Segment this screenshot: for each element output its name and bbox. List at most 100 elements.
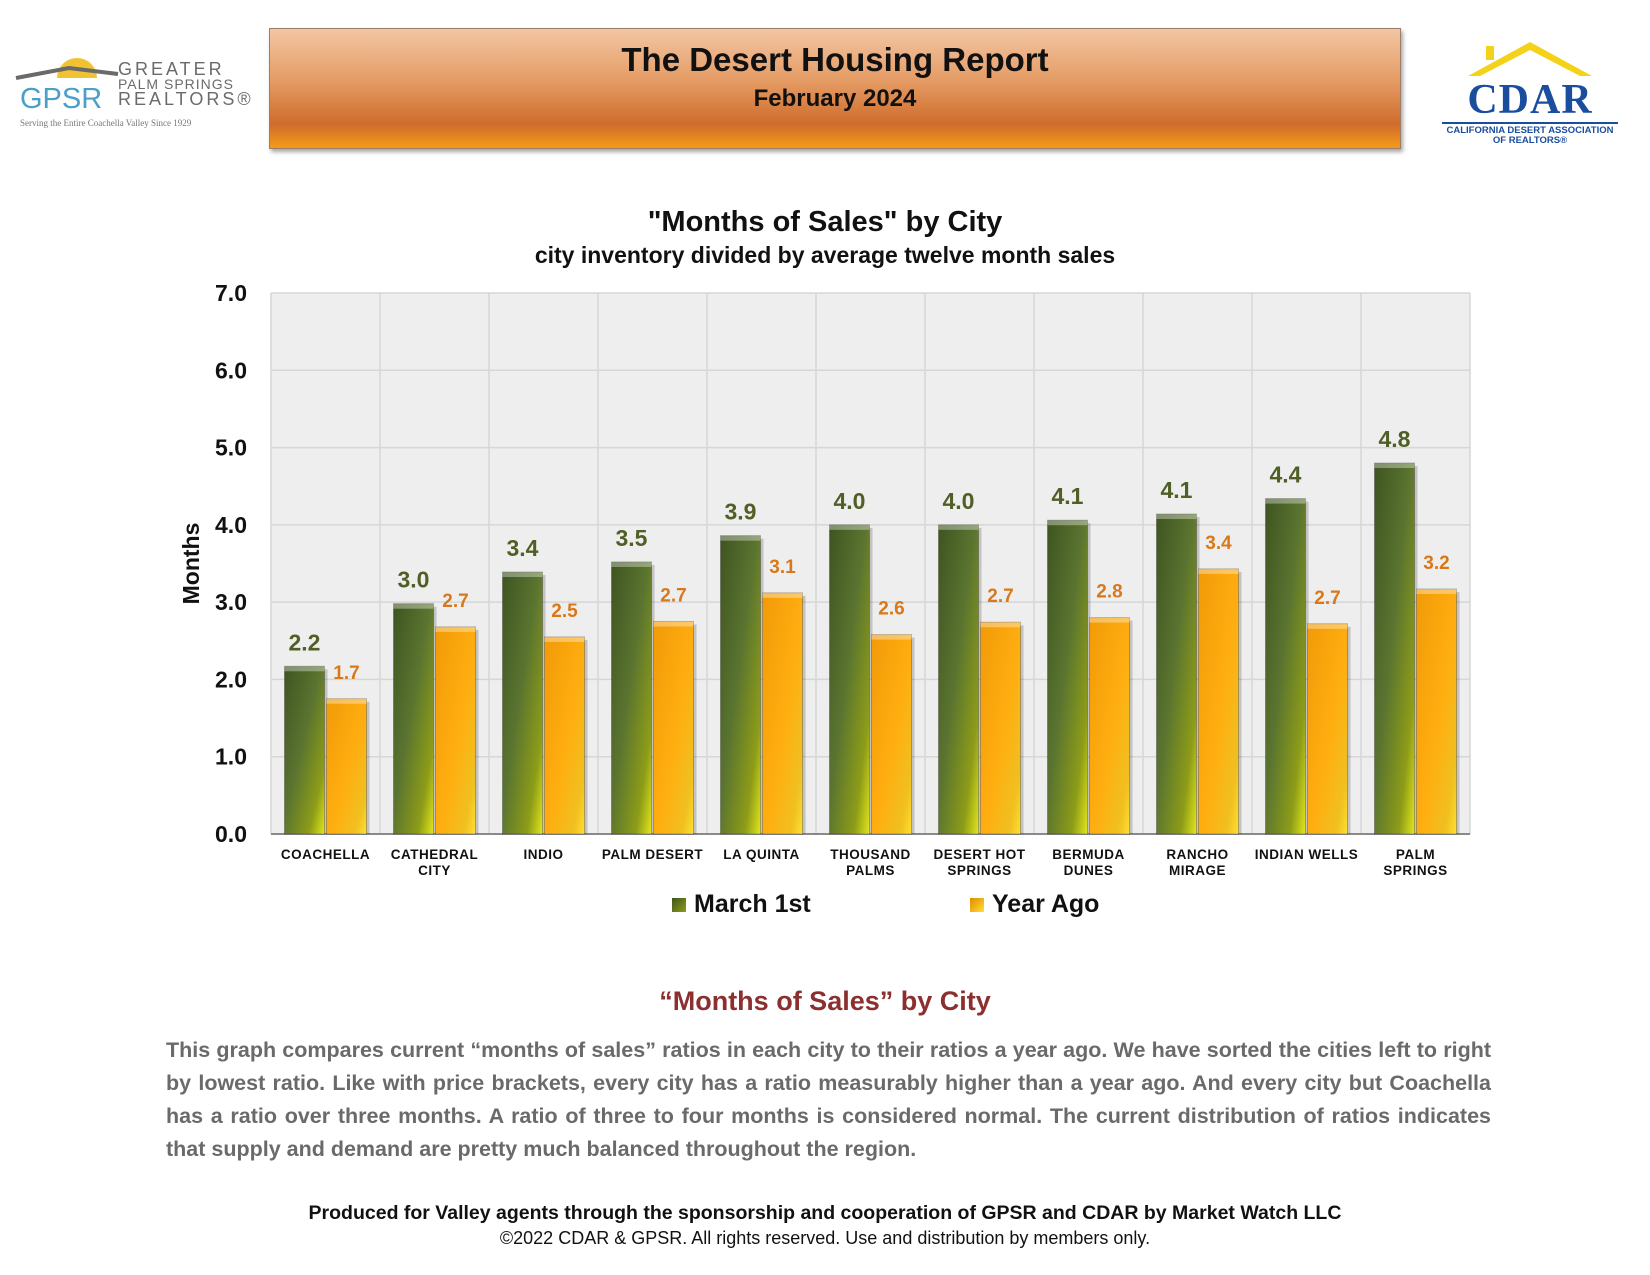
x-tick-label: INDIO (523, 847, 563, 862)
cdar-line-2: OF REALTORS® (1492, 135, 1568, 146)
cdar-subtitle: CALIFORNIA DESERT ASSOCIATION OF REALTOR… (1430, 122, 1630, 146)
y-tick-label: 7.0 (215, 280, 247, 306)
y-tick-label: 5.0 (215, 435, 247, 461)
x-tick-label: RANCHO (1166, 847, 1228, 862)
x-tick-label: PALM (1396, 847, 1435, 862)
data-label-year-ago: 3.4 (1205, 533, 1232, 554)
data-label-year-ago: 2.5 (551, 601, 578, 622)
data-label-year-ago: 2.8 (1096, 582, 1122, 603)
x-tick-label: CATHEDRAL (391, 847, 479, 862)
data-label-year-ago: 2.7 (660, 585, 686, 606)
x-tick-label: SPRINGS (1383, 863, 1447, 878)
data-label-march-1st: 4.0 (943, 488, 975, 514)
bar-top-highlight (762, 592, 803, 598)
report-banner: The Desert Housing Report February 2024 (269, 28, 1401, 149)
data-label-year-ago: 3.1 (769, 557, 796, 578)
data-label-march-1st: 4.8 (1379, 426, 1411, 452)
bar-year-ago (1307, 623, 1348, 835)
bar-top-highlight (980, 622, 1021, 628)
y-tick-label: 1.0 (215, 744, 247, 770)
description-title: “Months of Sales” by City (659, 986, 991, 1016)
gpsr-word-palm-springs: PALM SPRINGS (118, 76, 234, 92)
bar-year-ago (1089, 617, 1130, 835)
bar-top-highlight (502, 572, 543, 578)
bar-top-highlight (611, 561, 652, 567)
data-label-year-ago: 2.7 (987, 586, 1013, 607)
data-label-year-ago: 3.2 (1423, 553, 1449, 574)
data-label-march-1st: 4.4 (1270, 462, 1302, 488)
cdar-letters: CDAR (1467, 77, 1593, 123)
bar-top-highlight (1416, 589, 1457, 595)
bar-top-highlight (653, 621, 694, 627)
bar-march-1st (1374, 462, 1415, 835)
cdar-logo: CDAR CALIFORNIA DESERT ASSOCIATION OF RE… (1430, 40, 1630, 146)
bar-top-highlight (1198, 568, 1239, 574)
bar-top-highlight (1089, 617, 1130, 623)
y-tick-label: 3.0 (215, 589, 247, 615)
bar-top-highlight (1047, 520, 1088, 526)
x-tick-label: SPRINGS (947, 863, 1011, 878)
bar-top-highlight (720, 535, 761, 541)
bar-march-1st (938, 524, 979, 835)
x-tick-label: DUNES (1064, 863, 1114, 878)
bar-top-highlight (544, 636, 585, 642)
x-tick-label: BERMUDA (1052, 847, 1125, 862)
data-label-year-ago: 2.6 (878, 599, 904, 620)
gpsr-sun-roof-icon (14, 58, 124, 108)
x-tick-label: PALM DESERT (602, 847, 704, 862)
data-label-march-1st: 4.0 (834, 488, 866, 514)
x-tick-label: THOUSAND (830, 847, 911, 862)
bar-top-highlight (938, 524, 979, 530)
data-label-march-1st: 3.9 (725, 499, 757, 525)
x-tick-label: CITY (418, 863, 451, 878)
data-label-march-1st: 4.1 (1052, 483, 1084, 509)
bar-march-1st (1265, 498, 1306, 835)
bar-march-1st (1156, 513, 1197, 835)
data-label-march-1st: 3.0 (398, 567, 430, 593)
bar-top-highlight (435, 626, 476, 632)
bar-year-ago (653, 620, 694, 835)
months-of-sales-chart: 0.0 1.0 2.0 3.0 4.0 5.0 6.0 7.0 Months 2.2 1.7 COAC… (178, 280, 1471, 878)
bar-top-highlight (1307, 623, 1348, 629)
chart-legend: March 1st Year Ago (660, 890, 1120, 924)
gpsr-words: GREATER PALM SPRINGS REALTORS® (118, 59, 254, 109)
cdar-divider (1442, 122, 1618, 124)
x-tick-label: DESERT HOT (933, 847, 1025, 862)
bar-year-ago (435, 626, 476, 835)
bar-year-ago (980, 621, 1021, 835)
bar-top-highlight (829, 524, 870, 530)
bar-top-highlight (1374, 463, 1415, 469)
y-axis-title: Months (178, 523, 204, 605)
bar-march-1st (1047, 519, 1088, 835)
cdar-roof-icon (1468, 42, 1592, 76)
chart-subtitle: city inventory divided by average twelve… (534, 242, 1116, 268)
footer-copyright: ©2022 CDAR & GPSR. All rights reserved. … (499, 1228, 1151, 1248)
bar-top-highlight (1265, 498, 1306, 504)
gpsr-logo: GPSR GREATER PALM SPRINGS REALTORS® Serv… (14, 50, 254, 135)
bar-year-ago (544, 636, 585, 835)
bar-march-1st (611, 561, 652, 835)
cdar-line-1: CALIFORNIA DESERT ASSOCIATION (1446, 125, 1614, 136)
bar-top-highlight (393, 603, 434, 609)
bar-march-1st (284, 665, 325, 835)
bar-top-highlight (871, 634, 912, 640)
gpsr-word-realtors: REALTORS® (118, 89, 254, 109)
bar-year-ago (871, 634, 912, 835)
x-tick-label: LA QUINTA (723, 847, 800, 862)
footer-credit: Produced for Valley agents through the s… (308, 1202, 1342, 1224)
bar-march-1st (502, 571, 543, 835)
x-tick-label: COACHELLA (281, 847, 370, 862)
bar-march-1st (829, 524, 870, 835)
gpsr-word-greater: GREATER (118, 59, 225, 79)
report-title: The Desert Housing Report (621, 41, 1049, 78)
bar-top-highlight (326, 698, 367, 704)
gpsr-tagline: Serving the Entire Coachella Valley Sinc… (20, 118, 192, 128)
y-tick-label: 6.0 (215, 357, 247, 383)
data-label-march-1st: 2.2 (289, 629, 321, 655)
data-label-march-1st: 3.4 (507, 535, 539, 561)
bar-year-ago (326, 698, 367, 835)
y-tick-label: 4.0 (215, 512, 247, 538)
data-label-march-1st: 4.1 (1161, 477, 1193, 503)
data-label-year-ago: 1.7 (333, 663, 359, 684)
description-body: This graph compares current “months of s… (166, 1038, 1491, 1161)
